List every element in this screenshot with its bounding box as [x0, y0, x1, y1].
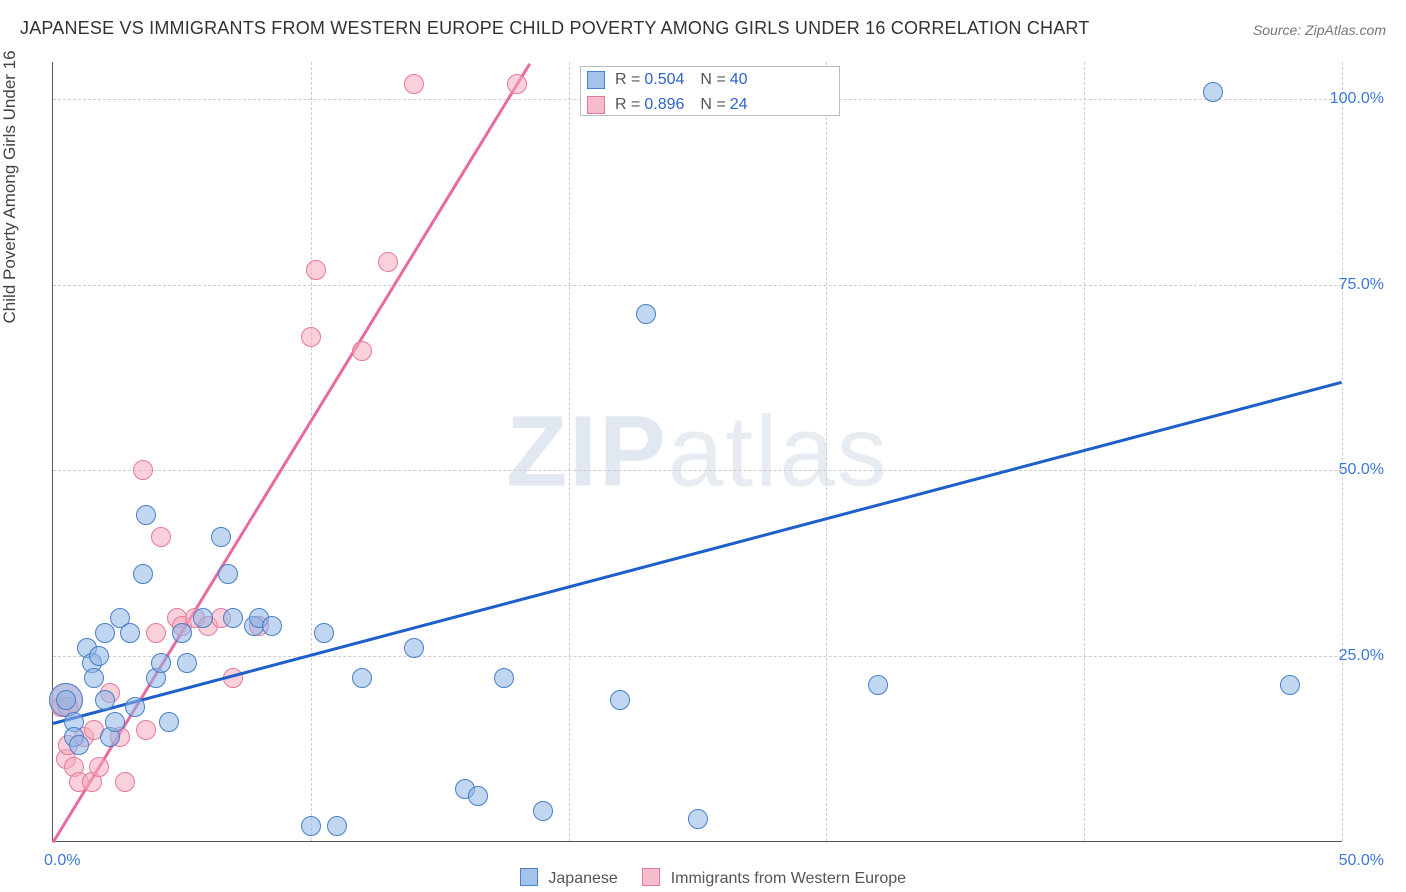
data-point — [262, 616, 282, 636]
data-point — [1280, 675, 1300, 695]
scatter-plot: ZIPatlas — [52, 62, 1342, 842]
data-point — [95, 623, 115, 643]
y-tick: 25.0% — [1339, 647, 1384, 665]
data-point — [223, 608, 243, 628]
data-point — [404, 638, 424, 658]
gridline-h — [53, 470, 1342, 471]
watermark: ZIPatlas — [506, 394, 889, 509]
n-value: 40 — [730, 71, 748, 89]
data-point — [352, 668, 372, 688]
swatch-icon — [587, 96, 605, 114]
data-point — [404, 74, 424, 94]
data-point — [151, 653, 171, 673]
data-point — [468, 786, 488, 806]
stats-legend: R = 0.504 N = 40 R = 0.896 N = 24 — [580, 66, 840, 116]
gridline-v — [826, 62, 827, 841]
data-point — [69, 735, 89, 755]
data-point — [125, 697, 145, 717]
series-legend: Japanese Immigrants from Western Europe — [0, 868, 1406, 888]
data-point — [133, 564, 153, 584]
swatch-icon — [642, 868, 660, 886]
data-point — [636, 304, 656, 324]
y-axis-label: Child Poverty Among Girls Under 16 — [0, 50, 20, 323]
data-point — [95, 690, 115, 710]
data-point — [868, 675, 888, 695]
gridline-v — [569, 62, 570, 841]
y-tick: 50.0% — [1339, 461, 1384, 479]
data-point — [133, 460, 153, 480]
swatch-icon — [520, 868, 538, 886]
gridline-v — [1342, 62, 1343, 841]
stats-row-immigrants: R = 0.896 N = 24 — [581, 92, 839, 117]
y-tick: 100.0% — [1330, 90, 1384, 108]
data-point — [115, 772, 135, 792]
r-value: 0.896 — [644, 96, 684, 114]
data-point — [89, 757, 109, 777]
swatch-icon — [587, 71, 605, 89]
data-point — [352, 341, 372, 361]
stats-row-japanese: R = 0.504 N = 40 — [581, 67, 839, 92]
r-value: 0.504 — [644, 71, 684, 89]
data-point — [301, 327, 321, 347]
data-point — [84, 668, 104, 688]
data-point — [193, 608, 213, 628]
data-point — [151, 527, 171, 547]
data-point — [159, 712, 179, 732]
trend-line-blue — [53, 381, 1343, 725]
data-point — [136, 720, 156, 740]
data-point — [610, 690, 630, 710]
data-point — [494, 668, 514, 688]
data-point — [136, 505, 156, 525]
data-point — [177, 653, 197, 673]
r-label: R = — [615, 96, 640, 114]
n-label: N = — [700, 71, 725, 89]
legend-item-japanese: Japanese — [548, 870, 617, 887]
data-point — [56, 690, 76, 710]
data-point — [301, 816, 321, 836]
y-tick: 75.0% — [1339, 276, 1384, 294]
data-point — [507, 74, 527, 94]
data-point — [89, 646, 109, 666]
r-label: R = — [615, 71, 640, 89]
data-point — [211, 527, 231, 547]
gridline-v — [311, 62, 312, 841]
data-point — [327, 816, 347, 836]
data-point — [218, 564, 238, 584]
gridline-h — [53, 285, 1342, 286]
data-point — [306, 260, 326, 280]
gridline-h — [53, 656, 1342, 657]
data-point — [533, 801, 553, 821]
source-attribution: Source: ZipAtlas.com — [1253, 22, 1386, 38]
n-label: N = — [700, 96, 725, 114]
legend-item-immigrants: Immigrants from Western Europe — [671, 870, 906, 887]
data-point — [688, 809, 708, 829]
chart-title: JAPANESE VS IMMIGRANTS FROM WESTERN EURO… — [20, 18, 1090, 39]
data-point — [314, 623, 334, 643]
data-point — [120, 623, 140, 643]
data-point — [172, 623, 192, 643]
data-point — [105, 712, 125, 732]
n-value: 24 — [730, 96, 748, 114]
data-point — [378, 252, 398, 272]
data-point — [146, 623, 166, 643]
data-point — [1203, 82, 1223, 102]
